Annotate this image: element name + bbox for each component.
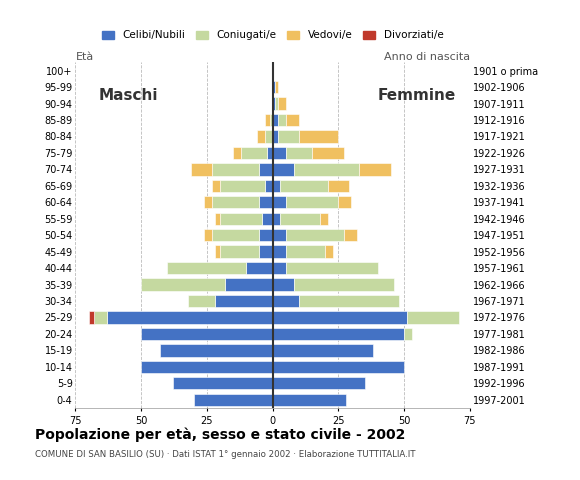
Bar [212, 180, 220, 192]
Bar [273, 81, 275, 93]
Bar [212, 163, 259, 176]
Bar [267, 147, 273, 159]
Bar [212, 229, 259, 241]
Bar [259, 163, 273, 176]
Bar [328, 180, 349, 192]
Bar [286, 262, 378, 274]
Bar [273, 262, 286, 274]
Bar [278, 114, 286, 126]
Text: COMUNE DI SAN BASILIO (SU) · Dati ISTAT 1° gennaio 2002 · Elaborazione TUTTITALI: COMUNE DI SAN BASILIO (SU) · Dati ISTAT … [35, 450, 415, 459]
Bar [264, 180, 273, 192]
Bar [241, 147, 267, 159]
Bar [215, 295, 273, 307]
Bar [264, 130, 273, 143]
Bar [286, 196, 338, 208]
Bar [273, 377, 365, 389]
Bar [160, 344, 273, 357]
Bar [168, 262, 246, 274]
Bar [278, 130, 299, 143]
Bar [233, 147, 241, 159]
Bar [220, 245, 259, 258]
Bar [276, 97, 278, 110]
Bar [343, 229, 357, 241]
Bar [204, 196, 212, 208]
Bar [273, 196, 286, 208]
Bar [338, 196, 351, 208]
Bar [273, 163, 293, 176]
Bar [276, 81, 278, 93]
Text: Anno di nascita: Anno di nascita [384, 52, 470, 62]
Bar [173, 377, 273, 389]
Bar [257, 130, 264, 143]
Bar [325, 245, 333, 258]
Bar [188, 295, 215, 307]
Bar [273, 344, 372, 357]
Bar [191, 163, 212, 176]
Bar [273, 394, 346, 406]
Bar [286, 147, 312, 159]
Bar [293, 278, 394, 291]
Bar [360, 163, 391, 176]
Bar [262, 213, 273, 225]
Bar [89, 312, 94, 324]
Bar [273, 97, 275, 110]
Bar [312, 147, 343, 159]
Bar [141, 328, 273, 340]
Bar [264, 114, 270, 126]
Bar [273, 180, 281, 192]
Bar [320, 213, 328, 225]
Text: Maschi: Maschi [98, 88, 158, 103]
Bar [293, 163, 360, 176]
Bar [286, 245, 325, 258]
Bar [273, 114, 278, 126]
Bar [286, 114, 299, 126]
Bar [273, 278, 293, 291]
Bar [273, 312, 407, 324]
Bar [281, 213, 320, 225]
Text: Popolazione per età, sesso e stato civile - 2002: Popolazione per età, sesso e stato civil… [35, 427, 405, 442]
Bar [215, 245, 220, 258]
Bar [273, 130, 278, 143]
Bar [225, 278, 273, 291]
Bar [215, 213, 220, 225]
Bar [141, 278, 225, 291]
Bar [273, 213, 281, 225]
Bar [259, 245, 273, 258]
Bar [204, 229, 212, 241]
Bar [259, 196, 273, 208]
Bar [141, 360, 273, 373]
Bar [220, 180, 264, 192]
Legend: Celibi/Nubili, Coniugati/e, Vedovi/e, Divorziati/e: Celibi/Nubili, Coniugati/e, Vedovi/e, Di… [97, 26, 448, 45]
Bar [220, 213, 262, 225]
Bar [273, 245, 286, 258]
Bar [299, 130, 338, 143]
Bar [273, 295, 299, 307]
Text: Età: Età [75, 52, 93, 62]
Bar [407, 312, 459, 324]
Bar [194, 394, 273, 406]
Bar [273, 360, 404, 373]
Bar [273, 328, 404, 340]
Bar [212, 196, 259, 208]
Bar [404, 328, 412, 340]
Bar [286, 229, 343, 241]
Bar [107, 312, 273, 324]
Bar [278, 97, 286, 110]
Bar [299, 295, 399, 307]
Bar [270, 114, 273, 126]
Bar [273, 229, 286, 241]
Text: Femmine: Femmine [378, 88, 456, 103]
Bar [273, 147, 286, 159]
Bar [246, 262, 273, 274]
Bar [94, 312, 107, 324]
Bar [259, 229, 273, 241]
Bar [281, 180, 328, 192]
